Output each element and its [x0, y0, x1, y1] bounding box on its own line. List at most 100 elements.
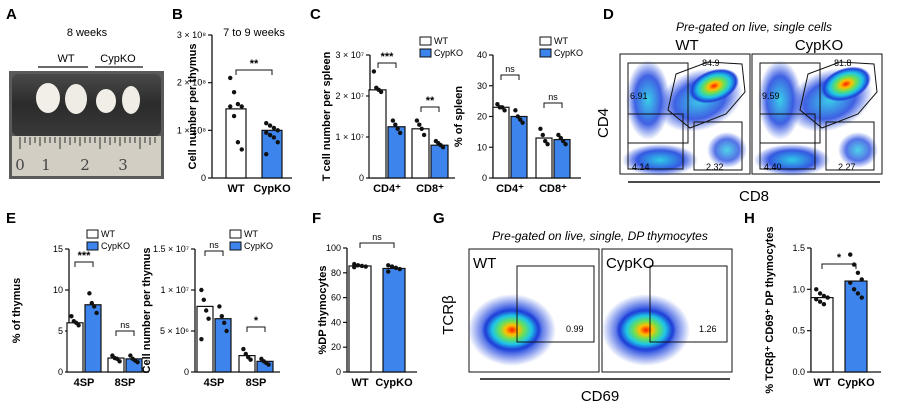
chart-b-data-point	[228, 75, 233, 81]
chart-c2-data-point	[543, 138, 548, 144]
flow-g-ko-value: 1.26	[699, 324, 717, 334]
chart-b-data-point	[271, 125, 277, 131]
chart-e1-legend-label-ko: CypKO	[101, 241, 130, 251]
chart-b-data-point	[275, 140, 280, 145]
chart-e1-data-point	[87, 291, 92, 296]
chart-b-data-point	[231, 90, 237, 95]
chart-e2-bar	[214, 318, 232, 373]
chart-dp-thymocytes: 0 20 40 60 80 100 %DP thymocytes WT CypKO ns	[317, 232, 417, 389]
flow-g-title: Pre-gated on live, single, DP thymocytes	[492, 229, 708, 243]
chart-e1-y-tick-label: 5	[58, 326, 63, 336]
chart-c1-data-point	[371, 69, 377, 74]
thymus-photo: 8 weeks WT CypKO 0 1 2 3	[9, 27, 164, 179]
chart-c2-data-point	[518, 117, 523, 122]
chart-c2-bar	[510, 115, 528, 179]
chart-b-y-label: Cell number per thymus	[187, 44, 199, 170]
chart-c1-data-point	[440, 145, 446, 150]
chart-c2-x-tick-label: CD8⁺	[539, 183, 567, 195]
chart-e2-data-point	[199, 337, 204, 342]
flow-g-ylabel: TCRβ	[440, 295, 457, 335]
chart-e2-legend-swatch-wt	[229, 229, 242, 239]
chart-b-data-point	[271, 135, 277, 140]
chart-f-data-point	[352, 261, 357, 267]
chart-f-data-point	[355, 263, 361, 268]
chart-thymus-cell-number: 0 1 × 10⁸ 2 × 10⁸ 3 × 10⁸ Cell number per th…	[177, 27, 292, 195]
chart-h-data-point	[859, 295, 864, 300]
chart-c2-y-label: % of spleen	[453, 86, 465, 147]
chart-e1-y-label: % of thymus	[11, 278, 23, 343]
chart-c1-bar	[368, 89, 387, 179]
chart-f-data-point	[363, 264, 368, 269]
chart-c1-bar	[411, 128, 430, 179]
chart-e2-y-label: Cell number per thymus	[141, 248, 153, 374]
chart-e2-data-point	[201, 297, 206, 303]
chart-f-data-point	[386, 263, 391, 268]
chart-e2-data-point	[224, 328, 229, 334]
chart-h-data-point	[821, 302, 827, 307]
flow-d-title: Pre-gated on live, single cells	[676, 20, 832, 34]
flow-d-wt-cd4-value: 6.91	[630, 91, 648, 101]
chart-c1-sig-label: ***	[381, 51, 395, 63]
chart-c2-data-point	[495, 102, 500, 107]
chart-e2-sig-bracket	[204, 250, 224, 256]
chart-c1-y-label: T cell number per spleen	[321, 51, 333, 181]
chart-h-data-point	[855, 270, 861, 275]
chart-e1-y-tick-label: 15	[53, 244, 63, 254]
chart-h-y-tick-label: 1.0	[792, 284, 805, 294]
flow-d-wt-dn-value: 4.14	[632, 162, 650, 172]
flow-g-wt-plot: WT 0.99	[468, 248, 600, 373]
chart-b-data-point	[267, 132, 273, 138]
chart-percent-of-thymus: 0 5 10 15 % of thymus 4SP 8SP *** ns WT CypKO	[11, 229, 149, 389]
chart-c2-y-tick-label: 40	[477, 50, 487, 60]
chart-c1-bar	[430, 144, 449, 179]
flow-g-ko-plot: CypKO 1.26	[601, 248, 733, 373]
chart-c2-data-point	[520, 120, 525, 125]
chart-e2-y-tick-label: 5 × 10⁶	[160, 326, 189, 336]
chart-h-data-point	[814, 287, 819, 292]
chart-c2-data-point	[556, 132, 561, 138]
chart-e2-x-tick-label: 4SP	[204, 377, 225, 389]
chart-c2-y-tick-label: 0	[482, 173, 487, 183]
chart-h-data-point	[817, 291, 823, 296]
chart-e2-legend-swatch-ko	[229, 241, 242, 251]
flow-d-wt-dp-value: 84.9	[702, 58, 720, 68]
chart-e1-x-tick-label: 4SP	[74, 377, 95, 389]
chart-b-data-point	[235, 101, 241, 107]
panel-letter-f: F	[312, 210, 321, 227]
photo-ko-label: CypKO	[100, 53, 136, 65]
chart-e1-sig-bracket	[115, 330, 135, 336]
chart-e1-sig-label: ns	[120, 320, 130, 330]
flow-plot-d: Pre-gated on live, single cells WT CypKO…	[595, 20, 883, 205]
flow-d-wt-plot: 84.9 6.91 4.14 2.32	[619, 53, 751, 176]
chart-e1-sig-bracket	[74, 261, 94, 267]
chart-b-x-tick-label: WT	[227, 183, 244, 195]
chart-e1-data-point	[69, 314, 74, 319]
chart-c1-y-tick-label: 0	[359, 173, 364, 183]
chart-f-data-point	[352, 265, 357, 270]
chart-c2-sig-label: ns	[505, 64, 515, 74]
chart-c2-legend-label-ko: CypKO	[554, 48, 583, 58]
thymus-wt-2	[65, 84, 87, 114]
chart-e2-legend-label-wt: WT	[244, 229, 258, 239]
thymus-ko-2	[122, 86, 140, 114]
chart-c2-data-point	[561, 138, 566, 144]
chart-c2-bar	[553, 138, 571, 179]
chart-b-y-tick-label: 1 × 10⁸	[177, 125, 206, 135]
flow-plot-g: Pre-gated on live, single, DP thymocytes…	[440, 229, 733, 405]
chart-h-bar	[844, 280, 868, 373]
chart-c1-legend-label-ko: CypKO	[434, 48, 463, 58]
chart-f-y-tick-label: 0	[336, 367, 341, 377]
chart-e2-data-point	[248, 357, 253, 362]
chart-c2-data-point	[515, 114, 520, 119]
chart-b-data-point	[228, 104, 233, 109]
flow-d-ko-label: CypKO	[795, 37, 843, 54]
chart-e2-data-point	[222, 320, 227, 325]
chart-c1-y-tick-label: 1 × 10⁷	[335, 132, 364, 142]
chart-f-y-tick-label: 60	[331, 293, 341, 303]
chart-h-y-tick-label: 0.5	[792, 326, 805, 336]
panel-letter-d: D	[603, 6, 614, 23]
chart-c1-x-tick-label: CD8⁺	[416, 183, 444, 195]
panel-letter-a: A	[6, 6, 17, 23]
ruler-label-3: 3	[118, 156, 128, 174]
